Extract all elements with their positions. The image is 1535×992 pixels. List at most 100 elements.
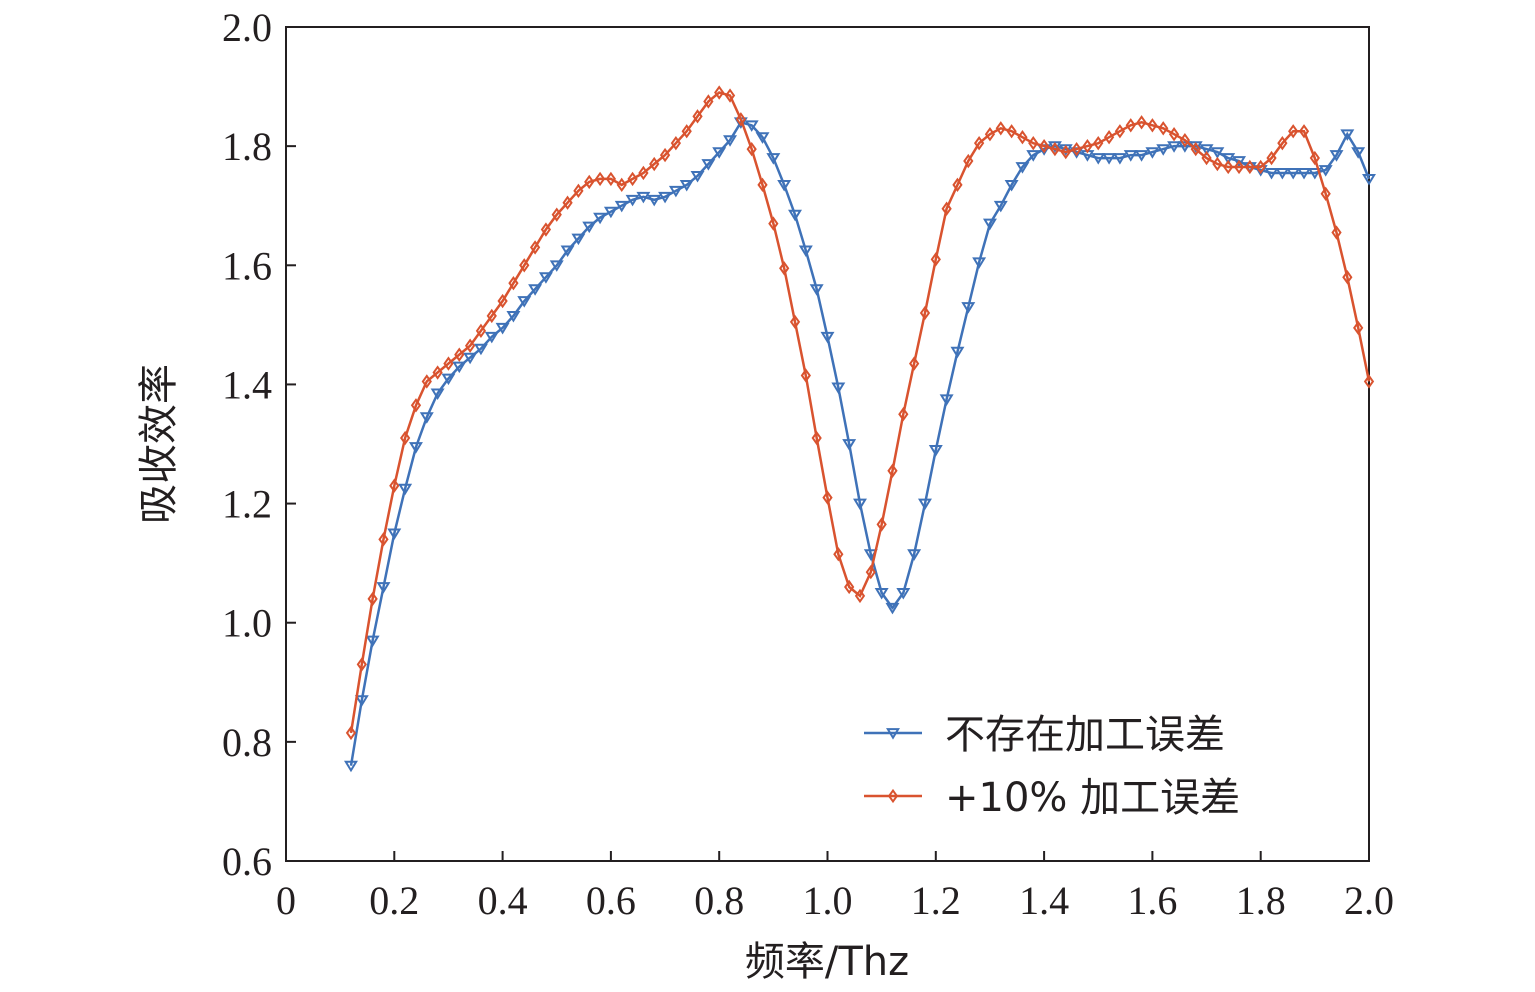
data-point: [495, 322, 510, 335]
data-point: [551, 207, 562, 222]
data-point: [755, 132, 770, 144]
data-point: [800, 368, 811, 383]
data-point: [757, 177, 768, 193]
data-point: [1266, 150, 1277, 166]
data-point: [1320, 186, 1331, 201]
data-point: [1277, 135, 1288, 151]
data-point: [833, 547, 844, 562]
data-point: [484, 331, 499, 344]
legend-marker: [887, 788, 899, 804]
legend-marker: [886, 728, 900, 740]
data-point: [919, 305, 931, 321]
data-point: [1264, 168, 1279, 180]
data-point: [1177, 141, 1192, 153]
data-point: [549, 260, 564, 272]
data-point: [854, 588, 866, 604]
y-tick-label: 1.4: [222, 362, 272, 407]
data-point: [625, 194, 640, 207]
data-point: [603, 206, 618, 219]
data-point: [1288, 124, 1299, 139]
data-point: [1297, 168, 1311, 180]
data-point: [865, 564, 876, 580]
data-point: [354, 695, 369, 707]
data-point: [528, 284, 543, 296]
data-point: [616, 177, 627, 193]
data-point: [464, 338, 476, 353]
data-point: [1342, 270, 1353, 285]
x-tick-label: 1.6: [1127, 878, 1177, 923]
data-point: [746, 141, 757, 157]
data-point: [941, 201, 952, 216]
data-point: [1158, 121, 1169, 136]
data-point: [744, 120, 759, 132]
legend: 不存在加工误差 +10% 加工误差: [864, 712, 1240, 821]
data-point: [454, 347, 465, 362]
data-point: [972, 257, 987, 269]
data-point: [961, 302, 976, 314]
data-point: [443, 356, 454, 371]
data-point: [1275, 168, 1290, 180]
data-point: [1232, 156, 1247, 168]
data-point: [508, 275, 519, 291]
data-point: [670, 135, 682, 151]
data-point: [820, 331, 835, 344]
data-point: [517, 296, 532, 308]
data-point: [1167, 141, 1182, 153]
data-point: [811, 430, 822, 446]
data-point: [497, 293, 508, 309]
series-line-1: [349, 91, 1371, 734]
y-tick-label: 1.2: [222, 482, 272, 527]
data-point: [876, 517, 887, 532]
data-point: [367, 591, 378, 607]
data-point: [692, 109, 703, 124]
data-point: [885, 602, 900, 615]
data-point: [1091, 153, 1106, 165]
data-point: [408, 442, 423, 454]
data-point: [822, 490, 833, 505]
data-point: [995, 121, 1006, 136]
data-point: [1340, 129, 1355, 141]
data-point: [1309, 150, 1320, 166]
series-layer: [344, 85, 1376, 773]
y-tick-label: 1.6: [222, 243, 272, 288]
data-point: [909, 356, 920, 371]
data-point: [798, 245, 813, 258]
data-point: [724, 88, 736, 103]
data-point: [519, 258, 530, 273]
series-line-0: [349, 120, 1371, 766]
data-point: [939, 394, 954, 406]
data-point: [636, 191, 651, 204]
legend-label-1: +10% 加工误差: [945, 775, 1240, 821]
data-point: [605, 171, 617, 187]
data-point: [1015, 162, 1030, 174]
data-point: [1255, 159, 1266, 175]
data-point: [1331, 225, 1342, 240]
series-0: [344, 117, 1376, 773]
data-point: [475, 323, 487, 338]
data-point: [649, 156, 660, 172]
data-point: [506, 311, 521, 323]
data-point: [571, 233, 586, 246]
data-point: [777, 179, 792, 192]
data-point: [993, 200, 1008, 213]
data-point: [907, 549, 922, 561]
data-point: [638, 165, 649, 181]
data-point: [1353, 320, 1364, 336]
data-point: [1363, 374, 1375, 389]
data-point: [473, 343, 488, 356]
data-point: [1147, 118, 1158, 133]
data-point: [593, 212, 608, 225]
data-point: [735, 112, 746, 127]
data-point: [930, 252, 941, 267]
data-point: [831, 382, 846, 395]
data-point: [1190, 141, 1201, 157]
data-point: [1134, 150, 1149, 162]
data-point: [432, 365, 443, 380]
data-point: [779, 261, 790, 276]
data-point: [1102, 153, 1117, 165]
x-tick-label: 0.8: [694, 878, 744, 923]
data-point: [1026, 150, 1041, 162]
data-point: [387, 528, 402, 540]
data-point: [1123, 150, 1138, 162]
data-point: [723, 135, 738, 147]
